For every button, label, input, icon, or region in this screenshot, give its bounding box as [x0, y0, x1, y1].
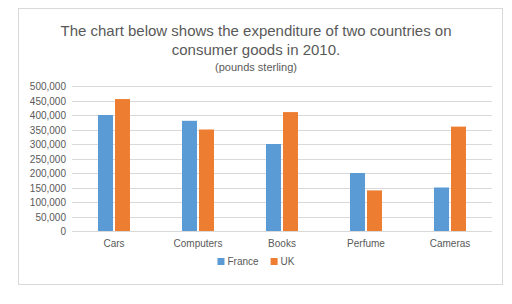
title-line: The chart below shows the expenditure of… [60, 22, 451, 39]
bar [182, 121, 197, 231]
bar [367, 190, 382, 231]
y-tick-label: 450,000 [30, 96, 67, 107]
bar [98, 115, 113, 231]
grid-line [72, 217, 492, 218]
y-tick-label: 100,000 [30, 197, 67, 208]
legend-label: France [227, 256, 259, 267]
chart: The chart below shows the expenditure of… [0, 0, 512, 304]
grid-line [72, 231, 492, 232]
bar [434, 188, 449, 232]
grid-line [72, 159, 492, 160]
y-tick-label: 350,000 [30, 125, 67, 136]
grid [72, 87, 492, 232]
grid-line [72, 173, 492, 174]
bars [98, 99, 466, 231]
legend: France UK [217, 256, 294, 267]
grid-line [72, 188, 492, 189]
legend-label: UK [281, 256, 295, 267]
y-tick-label: 400,000 [30, 110, 67, 121]
grid-line [72, 115, 492, 116]
bar [283, 112, 298, 231]
grid-line [72, 202, 492, 203]
bar [451, 127, 466, 231]
y-tick-label: 200,000 [30, 168, 67, 179]
title-line: consumer goods in 2010. [172, 41, 340, 58]
chart-frame [19, 9, 503, 285]
grid-line [72, 86, 492, 87]
y-tick-label: 150,000 [30, 183, 67, 194]
grid-line [72, 101, 492, 102]
y-tick-label: 300,000 [30, 139, 67, 150]
grid-line [72, 130, 492, 131]
chart-title: The chart below shows the expenditure of… [60, 22, 451, 58]
legend-swatch [217, 258, 224, 265]
x-tick-label: Cameras [430, 238, 471, 249]
x-tick-label: Cars [103, 238, 124, 249]
bar [115, 99, 130, 231]
x-tick-label: Perfume [347, 238, 385, 249]
x-tick-labels: Cars Computers Books Perfume Cameras [103, 238, 470, 249]
y-tick-label: 0 [60, 226, 66, 237]
bar [266, 144, 281, 231]
bar [350, 173, 365, 231]
y-tick-label: 500,000 [30, 81, 67, 92]
chart-subtitle: (pounds sterling) [215, 61, 297, 73]
x-tick-label: Books [268, 238, 296, 249]
y-tick-labels: 0 50,000 100,000 150,000 200,000 250,000 300,0… [30, 81, 67, 237]
legend-swatch [271, 258, 278, 265]
bar [199, 130, 214, 232]
y-tick-label: 50,000 [35, 212, 66, 223]
grid-line [72, 144, 492, 145]
y-tick-label: 250,000 [30, 154, 67, 165]
x-tick-label: Computers [174, 238, 223, 249]
